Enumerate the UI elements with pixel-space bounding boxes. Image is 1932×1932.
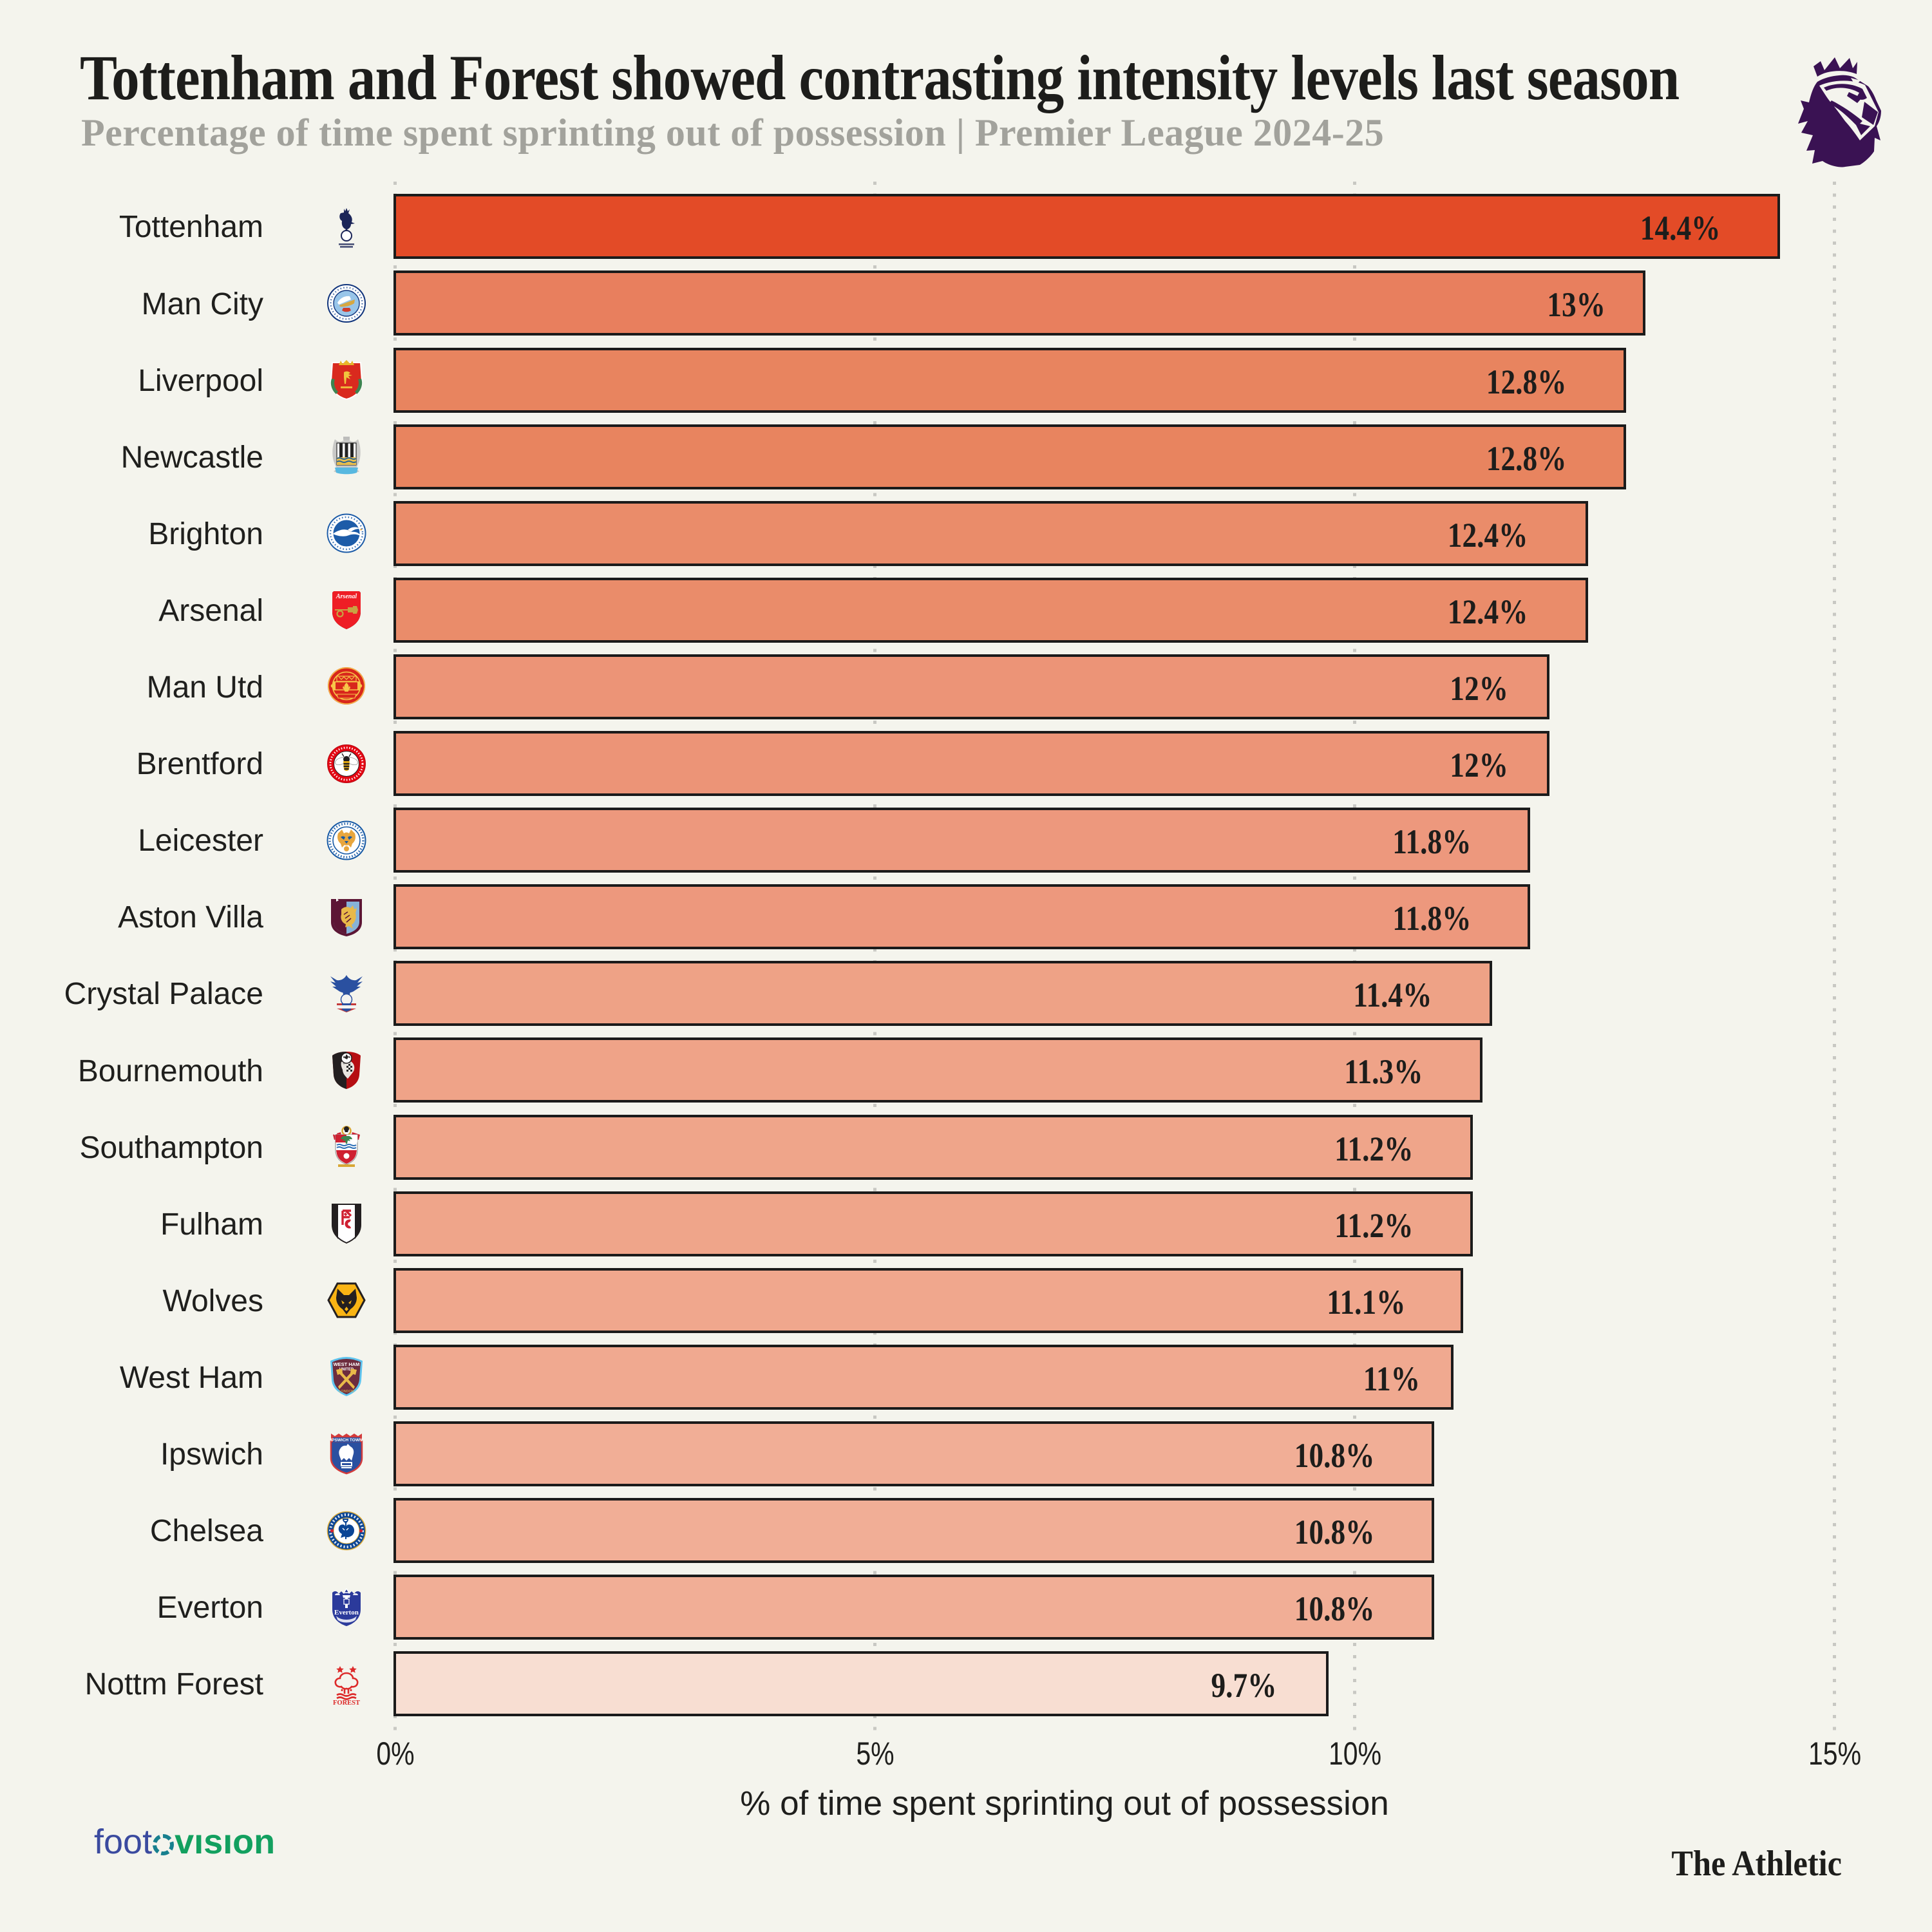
svg-text:UNITED: UNITED	[339, 1368, 354, 1372]
svg-text:WEST HAM: WEST HAM	[334, 1361, 360, 1367]
svg-text:IPSWICH TOWN: IPSWICH TOWN	[330, 1438, 363, 1443]
svg-text:FOREST: FOREST	[333, 1700, 360, 1705]
svg-text:Arsenal: Arsenal	[336, 593, 357, 600]
svg-text:Everton: Everton	[334, 1609, 359, 1616]
svg-text:LONDON: LONDON	[339, 1390, 354, 1394]
